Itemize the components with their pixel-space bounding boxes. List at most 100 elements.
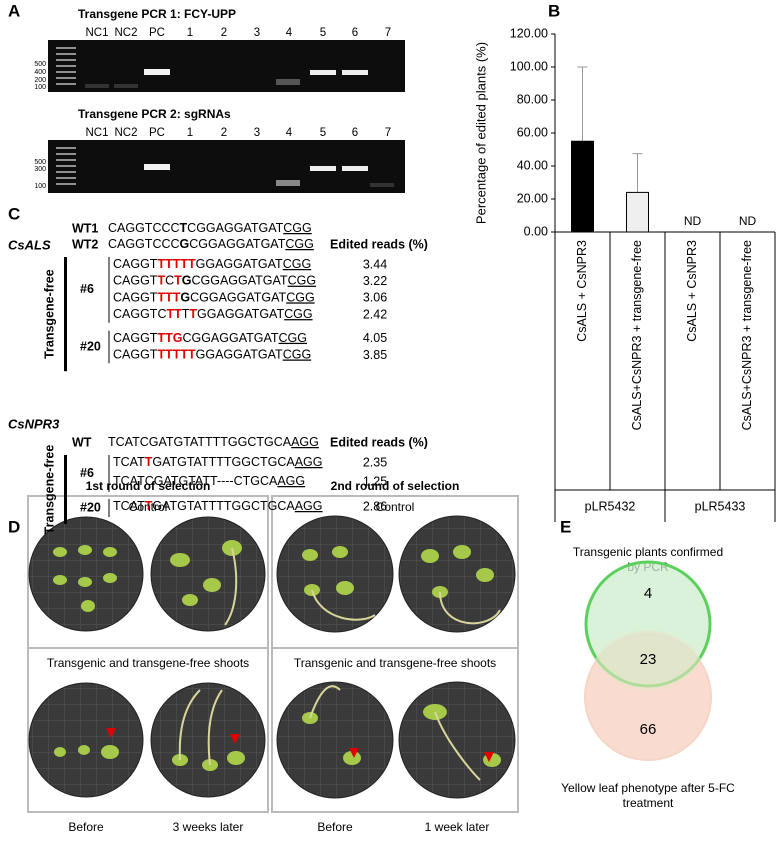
edited-reads: 1.25	[363, 474, 387, 488]
lane-label: 5	[320, 127, 326, 139]
sequence-part: TTT	[157, 291, 180, 305]
y-tick-label: 0.00	[524, 224, 548, 238]
sequence: CAGGTCTTTTGGAGGATGATCGG	[113, 307, 313, 321]
sequence-part: GGAGGATGAT	[197, 307, 284, 321]
sequence-part: AGG	[277, 474, 305, 488]
sequence-part: GATGTATTTTGGCTGCA	[152, 499, 295, 513]
y-tick-label: 40.00	[517, 158, 548, 172]
lane-label: NC2	[114, 27, 137, 39]
sequence-part: GATGTATTTTGGCTGCA	[152, 455, 295, 469]
lane-label: 7	[385, 127, 391, 139]
lane-label: 4	[286, 27, 293, 39]
sequence-part: G	[180, 237, 190, 251]
edited-reads: 2.35	[363, 455, 387, 469]
sample-label: #6	[80, 466, 94, 480]
lane-label: 5	[320, 27, 326, 39]
x-tick-label: CsALS + CsNPR3	[575, 240, 589, 342]
x-tick-label: CsALS+CsNPR3 + transgene-free	[630, 240, 644, 430]
y-axis-title: Percentage of edited plants (%)	[473, 42, 488, 224]
lane-label: NC2	[114, 127, 137, 139]
reference-label: WT1	[72, 221, 98, 235]
row-label: Transgenic and transgene-free shoots	[294, 656, 496, 670]
group-label: Transgene-free	[42, 269, 56, 359]
sequence-part: G	[182, 274, 192, 288]
lane-label: 7	[385, 27, 391, 39]
sample-label: #6	[80, 282, 94, 296]
sequence-part: C	[165, 274, 174, 288]
ladder-label: 300	[34, 166, 46, 173]
sequence-part: TCATCGATGTATT----CTGCA	[113, 474, 278, 488]
edited-reads: 3.44	[363, 257, 387, 271]
lane-label: 1	[187, 127, 193, 139]
sequence-part: T	[145, 455, 153, 469]
sequence: TCATTGATGTATTTTGGCTGCAAGG	[113, 455, 323, 469]
sequence-part: CAGGT	[113, 274, 158, 288]
arrow	[106, 728, 494, 762]
sequence-part: CGG	[283, 221, 311, 235]
sequence-part: TTTTT	[157, 348, 196, 362]
sequence-part: T	[180, 221, 188, 235]
sequence: TCATCGATGTATT----CTGCAAGG	[113, 474, 305, 488]
venn-count: 23	[640, 651, 657, 668]
edited-reads: 2.42	[363, 307, 387, 321]
venn-count: 4	[644, 585, 652, 602]
x-tick-label: CsALS + CsNPR3	[685, 240, 699, 342]
row-label: Transgenic and transgene-free shoots	[47, 656, 249, 670]
group-bar	[64, 257, 67, 372]
panel-label: E	[560, 517, 571, 536]
sequence-part: CGG	[284, 307, 312, 321]
panel-label: C	[8, 204, 20, 223]
sequence: CAGGTTTTGCGGAGGATGATCGG	[113, 291, 315, 305]
photo-caption: 1 week later	[425, 820, 490, 834]
sequence-part: AGG	[291, 435, 319, 449]
sequence-part: GGAGGATGAT	[196, 348, 283, 362]
sequence-part: CGG	[279, 331, 307, 345]
venn-label-box: Yellow leaf phenotype after 5-FC treatme…	[561, 781, 735, 810]
sequence-part: CGGAGGATGAT	[192, 274, 288, 288]
lane-label: 1	[187, 27, 193, 39]
photo-panel	[27, 495, 519, 813]
sequence-part: CGGAGGATGAT	[189, 237, 285, 251]
gel-image	[48, 40, 405, 92]
panel-label: A	[8, 1, 20, 20]
reference-label: WT2	[72, 237, 98, 251]
group-label: pLR5432	[585, 499, 636, 513]
ladder-label: 100	[34, 84, 46, 91]
venn-set-label: Yellow leaf phenotype after 5-FC treatme…	[561, 781, 735, 810]
edited-reads: 3.22	[363, 274, 387, 288]
sequence: CAGGTCCCTCGGAGGATGATCGG	[108, 221, 312, 235]
sequence: TCATTGATGTATTTTGGCTGCAAGG	[113, 499, 323, 513]
lane-label: 3	[254, 127, 260, 139]
sequence-part: TCAT	[113, 499, 145, 513]
sequence-part: TCATCGATGTATTTTGGCTGCA	[108, 435, 292, 449]
sequence-part: CAGGT	[113, 257, 158, 271]
y-tick-label: 120.00	[510, 26, 548, 40]
sequence-part: CGG	[283, 348, 311, 362]
sequence-part: TCAT	[113, 455, 145, 469]
sequence-part: T	[189, 307, 197, 321]
sequence-part: TTG	[157, 331, 182, 345]
gene-name: CsNPR3	[8, 416, 60, 431]
lane-label: 4	[286, 127, 293, 139]
sequence-part: CGGAGGATGAT	[190, 291, 286, 305]
sequence-part: CGGAGGATGAT	[182, 331, 278, 345]
x-tick-label: CsALS+CsNPR3 + transgene-free	[740, 240, 754, 430]
column-header: Edited reads (%)	[330, 435, 428, 449]
ladder-label: 400	[34, 69, 46, 76]
panel-label: B	[548, 1, 560, 20]
sample-label: #20	[80, 500, 101, 514]
sequence: CAGGTTTGCGGAGGATGATCGG	[113, 331, 307, 345]
gene-name: CsALS	[8, 237, 51, 252]
gel-image	[48, 140, 405, 193]
lane-label: NC1	[85, 127, 108, 139]
sequence: CAGGTCCCGCGGAGGATGATCGG	[108, 237, 314, 251]
photo-caption: Before	[68, 820, 104, 834]
sequence: CAGGTTCTGCGGAGGATGATCGG	[113, 274, 316, 288]
y-tick-label: 20.00	[517, 191, 548, 205]
sequence-part: T	[145, 499, 153, 513]
gel-title: Transgene PCR 1: FCY-UPP	[78, 7, 236, 21]
sequence-part: CAGGT	[113, 291, 158, 305]
lane-label: PC	[149, 27, 165, 39]
